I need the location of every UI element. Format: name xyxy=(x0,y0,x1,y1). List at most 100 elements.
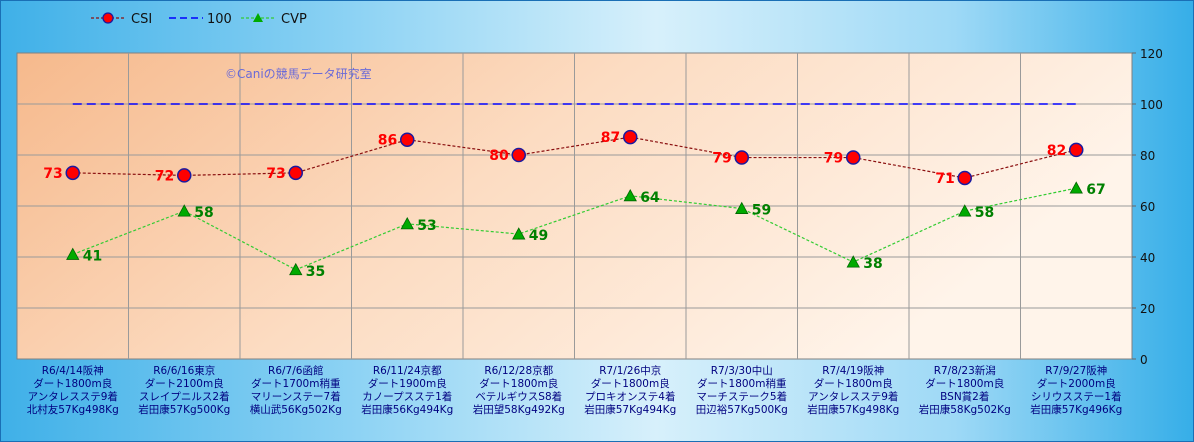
csi-point xyxy=(734,150,749,165)
x-tick-label: ダート1800m良 xyxy=(479,377,558,390)
cvp-data-label: 38 xyxy=(863,256,882,272)
x-tick-label: シリウスステー1着 xyxy=(1031,390,1122,403)
watermark: ©Caniの競馬データ研究室 xyxy=(225,66,372,81)
y-tick-label: 80 xyxy=(1140,149,1155,163)
csi-data-label: 86 xyxy=(378,133,397,149)
cvp-point xyxy=(66,247,80,260)
y-tick-label: 100 xyxy=(1140,98,1163,112)
y-tick-label: 120 xyxy=(1140,47,1163,61)
x-tick-label: ダート1900m良 xyxy=(368,377,447,390)
x-tick-label: マリーンステー7着 xyxy=(251,390,341,403)
x-tick-label: R7/1/26中京 xyxy=(599,364,661,377)
cvp-point xyxy=(289,262,303,276)
legend-marker-csi xyxy=(102,12,114,24)
csi-point xyxy=(1069,142,1084,158)
legend-label-100: 100 xyxy=(207,12,232,27)
x-tick-label: ダート1800m良 xyxy=(33,377,112,390)
x-tick-label: アンタレスステ9着 xyxy=(28,390,118,403)
x-tick-label: 岩田康57Kg498Kg xyxy=(807,403,899,416)
x-tick-label: マーチステーク5着 xyxy=(696,390,787,403)
legend-marker-cvp xyxy=(253,13,263,22)
csi-data-label: 82 xyxy=(1047,143,1066,159)
csi-point xyxy=(957,170,972,186)
csi-data-label: 73 xyxy=(43,166,62,182)
x-tick-label: R7/4/19阪神 xyxy=(822,364,884,377)
series-line-csi xyxy=(72,136,1077,179)
x-tick-label: R7/8/23新潟 xyxy=(934,364,996,377)
x-tick-label: 岩田康56Kg494Kg xyxy=(361,403,453,416)
cvp-data-label: 64 xyxy=(640,190,660,206)
csi-point xyxy=(623,129,638,145)
y-tick-label: 0 xyxy=(1140,353,1148,367)
x-tick-label: 横山武56Kg502Kg xyxy=(250,403,342,416)
cvp-data-label: 59 xyxy=(752,203,771,219)
x-tick-label: 岩田康57Kg496Kg xyxy=(1030,403,1122,416)
cvp-data-label: 58 xyxy=(194,205,213,221)
csi-data-label: 73 xyxy=(266,166,285,182)
cvp-point xyxy=(735,201,749,214)
legend-label-csi: CSI xyxy=(131,12,152,27)
csi-point xyxy=(65,165,80,181)
x-tick-label: アンタレスステ9着 xyxy=(808,390,898,403)
y-tick-label: 40 xyxy=(1140,251,1155,265)
cvp-data-label: 41 xyxy=(83,248,102,264)
cvp-data-label: 58 xyxy=(975,205,994,221)
csi-point xyxy=(511,147,526,163)
cvp-data-label: 35 xyxy=(306,264,325,280)
x-tick-label: BSN賞2着 xyxy=(940,390,989,403)
x-tick-label: R6/4/14阪神 xyxy=(42,364,104,377)
x-tick-label: R6/6/16東京 xyxy=(153,364,215,377)
x-tick-label: 岩田康57Kg494Kg xyxy=(584,403,676,416)
csi-data-label: 80 xyxy=(489,148,509,164)
x-tick-label: 岩田康57Kg500Kg xyxy=(138,403,230,416)
csi-data-label: 72 xyxy=(155,168,174,184)
cvp-point xyxy=(623,188,637,202)
x-tick-label: スレイプニルス2着 xyxy=(139,390,230,403)
cvp-point xyxy=(177,204,191,217)
x-tick-label: 岩田康58Kg502Kg xyxy=(919,403,1011,416)
x-tick-label: ダート1700m稍重 xyxy=(251,377,340,390)
x-tick-label: 北村友57Kg498Kg xyxy=(27,403,119,416)
cvp-point xyxy=(1069,181,1083,194)
cvp-data-label: 49 xyxy=(529,228,548,244)
y-axis-ticks: 0 20 40 60 80 100 120 xyxy=(1132,47,1163,367)
x-tick-label: ダート1800m良 xyxy=(925,377,1004,390)
series-layer: 41 58 35 53 49 64 59 38 58 67 73 72 73 86 80 87 79 79 71 82 xyxy=(43,103,1106,280)
x-tick-label: R7/3/30中山 xyxy=(711,364,773,377)
csi-point xyxy=(400,132,415,147)
csi-point xyxy=(846,150,861,165)
x-tick-label: R6/12/28京都 xyxy=(484,364,553,377)
x-tick-label: R7/9/27阪神 xyxy=(1045,364,1107,377)
legend: CSI 100 CVP xyxy=(91,12,307,27)
x-tick-label: R6/11/24京都 xyxy=(373,364,442,377)
csi-point xyxy=(288,165,303,181)
y-tick-label: 60 xyxy=(1140,200,1155,214)
cvp-point xyxy=(400,217,414,230)
x-tick-label: プロキオンステ4着 xyxy=(585,390,675,403)
cvp-data-label: 53 xyxy=(417,218,436,234)
csi-data-label: 71 xyxy=(935,171,954,187)
x-tick-label: ベテルギウスS8着 xyxy=(475,390,562,403)
series-line-cvp xyxy=(72,187,1077,271)
x-tick-label: R6/7/6函館 xyxy=(268,364,323,377)
legend-label-cvp: CVP xyxy=(281,12,307,27)
cvp-data-label: 67 xyxy=(1086,182,1105,198)
x-tick-label: ダート2000m良 xyxy=(1037,377,1116,390)
y-tick-label: 20 xyxy=(1140,302,1155,316)
csi-data-label: 79 xyxy=(824,151,843,167)
x-tick-label: ダート1800m稍重 xyxy=(697,377,786,390)
x-tick-label: 田辺裕57Kg500Kg xyxy=(696,403,788,416)
cvp-point xyxy=(512,227,526,240)
x-tick-label: 岩田望58Kg492Kg xyxy=(473,403,565,416)
csi-point xyxy=(177,168,192,183)
x-tick-label: ダート1800m良 xyxy=(591,377,670,390)
csi-data-label: 87 xyxy=(601,130,620,146)
x-tick-label: ダート2100m良 xyxy=(145,377,224,390)
cvp-point xyxy=(958,204,972,217)
csi-data-label: 79 xyxy=(712,151,731,167)
x-tick-label: カノープスステ1着 xyxy=(362,390,452,403)
x-tick-label: ダート1800m良 xyxy=(814,377,893,390)
